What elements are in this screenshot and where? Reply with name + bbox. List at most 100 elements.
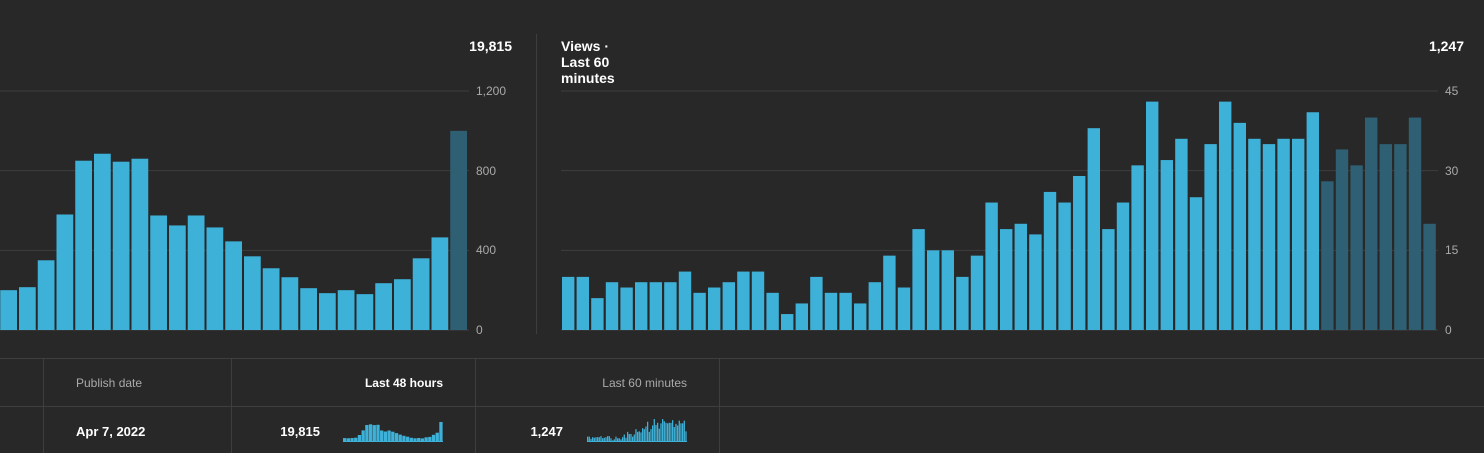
chart-bar[interactable]: [206, 227, 224, 330]
chart-bar[interactable]: [75, 160, 92, 330]
chart-60m-title: Views · Last 60 minutes: [561, 38, 615, 86]
chart-bar[interactable]: [1146, 101, 1159, 330]
chart-bar[interactable]: [883, 255, 896, 330]
chart-bar[interactable]: [19, 287, 36, 330]
chart-bar[interactable]: [810, 276, 823, 330]
chart-bar[interactable]: [262, 268, 280, 330]
chart-bar[interactable]: [649, 282, 662, 330]
chart-bar[interactable]: [664, 282, 677, 330]
chart-bar[interactable]: [431, 237, 449, 330]
chart-bar[interactable]: [244, 256, 261, 330]
chart-bar[interactable]: [450, 130, 467, 330]
chart-bar[interactable]: [1058, 202, 1071, 330]
sparkline-bar: [647, 421, 649, 442]
sparkline-bar: [372, 425, 376, 442]
chart-bar[interactable]: [854, 303, 867, 330]
chart-bar[interactable]: [1248, 138, 1261, 330]
chart-bar[interactable]: [1423, 223, 1436, 330]
chart-bar[interactable]: [150, 215, 167, 330]
column-header-last-60-minutes[interactable]: Last 60 minutes: [602, 376, 687, 390]
chart-bar[interactable]: [737, 271, 750, 330]
sparkline-bar: [435, 432, 439, 442]
chart-bar[interactable]: [781, 314, 794, 330]
chart-bar[interactable]: [970, 255, 984, 330]
chart-bar[interactable]: [131, 158, 149, 330]
chart-bar[interactable]: [187, 215, 205, 330]
chart-bar[interactable]: [620, 287, 633, 330]
chart-bar[interactable]: [912, 229, 925, 330]
chart-bar[interactable]: [985, 202, 998, 330]
chart-bar[interactable]: [1073, 175, 1086, 330]
chart-bar[interactable]: [576, 276, 589, 330]
chart-bar[interactable]: [1233, 122, 1246, 330]
sparkline-bar: [439, 422, 443, 442]
chart-bar[interactable]: [1175, 138, 1188, 330]
chart-bar[interactable]: [0, 290, 17, 330]
chart-48h-total: 19,815: [469, 38, 512, 54]
chart-bar[interactable]: [412, 258, 430, 330]
chart-bar[interactable]: [1087, 128, 1100, 330]
chart-bar[interactable]: [300, 288, 317, 330]
chart-bar[interactable]: [956, 276, 969, 330]
chart-bar[interactable]: [337, 290, 355, 330]
chart-bar[interactable]: [1189, 197, 1203, 330]
column-header-last-48-hours[interactable]: Last 48 hours: [364, 376, 443, 390]
chart-bar[interactable]: [94, 153, 111, 330]
chart-bar[interactable]: [635, 282, 648, 330]
chart-bar[interactable]: [941, 250, 954, 330]
chart-bar[interactable]: [169, 225, 186, 330]
chart-bar[interactable]: [1102, 229, 1115, 330]
chart-bar[interactable]: [722, 282, 735, 330]
chart-bar[interactable]: [1277, 138, 1290, 330]
chart-bar[interactable]: [319, 293, 336, 330]
chart-bar[interactable]: [1204, 144, 1217, 330]
chart-bar[interactable]: [1014, 223, 1027, 330]
sparkline-bar: [368, 424, 373, 442]
sparkline-bar: [675, 423, 677, 442]
chart-bar[interactable]: [1219, 101, 1232, 330]
chart-bar[interactable]: [795, 303, 808, 330]
chart-bar[interactable]: [225, 241, 242, 330]
chart-bar[interactable]: [1394, 144, 1407, 330]
chart-bar[interactable]: [708, 287, 721, 330]
chart-bar[interactable]: [678, 271, 692, 330]
chart-bar[interactable]: [1000, 229, 1013, 330]
chart-bar[interactable]: [605, 282, 619, 330]
chart-bar[interactable]: [1335, 149, 1349, 330]
chart-bar[interactable]: [824, 292, 838, 330]
column-header-publish-date[interactable]: Publish date: [76, 376, 143, 390]
chart-bar[interactable]: [1350, 165, 1363, 330]
chart-bar[interactable]: [1306, 112, 1319, 330]
chart-bar[interactable]: [1379, 144, 1392, 330]
chart-bar[interactable]: [1262, 144, 1276, 330]
chart-bar[interactable]: [591, 298, 604, 330]
sparkline-bar: [394, 433, 399, 442]
sparkline-bar: [600, 436, 602, 442]
chart-bar[interactable]: [56, 214, 74, 330]
chart-bar[interactable]: [927, 250, 940, 330]
chart-bar[interactable]: [375, 283, 392, 330]
chart-bar[interactable]: [1292, 138, 1305, 330]
chart-bar[interactable]: [693, 292, 706, 330]
chart-bar[interactable]: [562, 276, 575, 330]
chart-bar[interactable]: [394, 279, 411, 330]
chart-bar[interactable]: [1043, 191, 1057, 330]
chart-bar[interactable]: [1321, 181, 1334, 330]
chart-bar[interactable]: [356, 294, 374, 330]
chart-bar[interactable]: [766, 292, 779, 330]
chart-bar[interactable]: [751, 271, 765, 330]
sparkline-bar: [615, 436, 617, 442]
chart-bar[interactable]: [1029, 234, 1042, 330]
sparkline-bar: [653, 419, 655, 442]
chart-bar[interactable]: [1408, 117, 1422, 330]
chart-bar[interactable]: [37, 260, 55, 330]
chart-bar[interactable]: [1116, 202, 1130, 330]
chart-bar[interactable]: [112, 161, 130, 330]
chart-bar[interactable]: [1160, 160, 1173, 330]
chart-bar[interactable]: [1365, 117, 1378, 330]
chart-bar[interactable]: [897, 287, 911, 330]
chart-bar[interactable]: [281, 277, 299, 330]
chart-bar[interactable]: [839, 292, 852, 330]
chart-bar[interactable]: [868, 282, 881, 330]
chart-bar[interactable]: [1131, 165, 1144, 330]
